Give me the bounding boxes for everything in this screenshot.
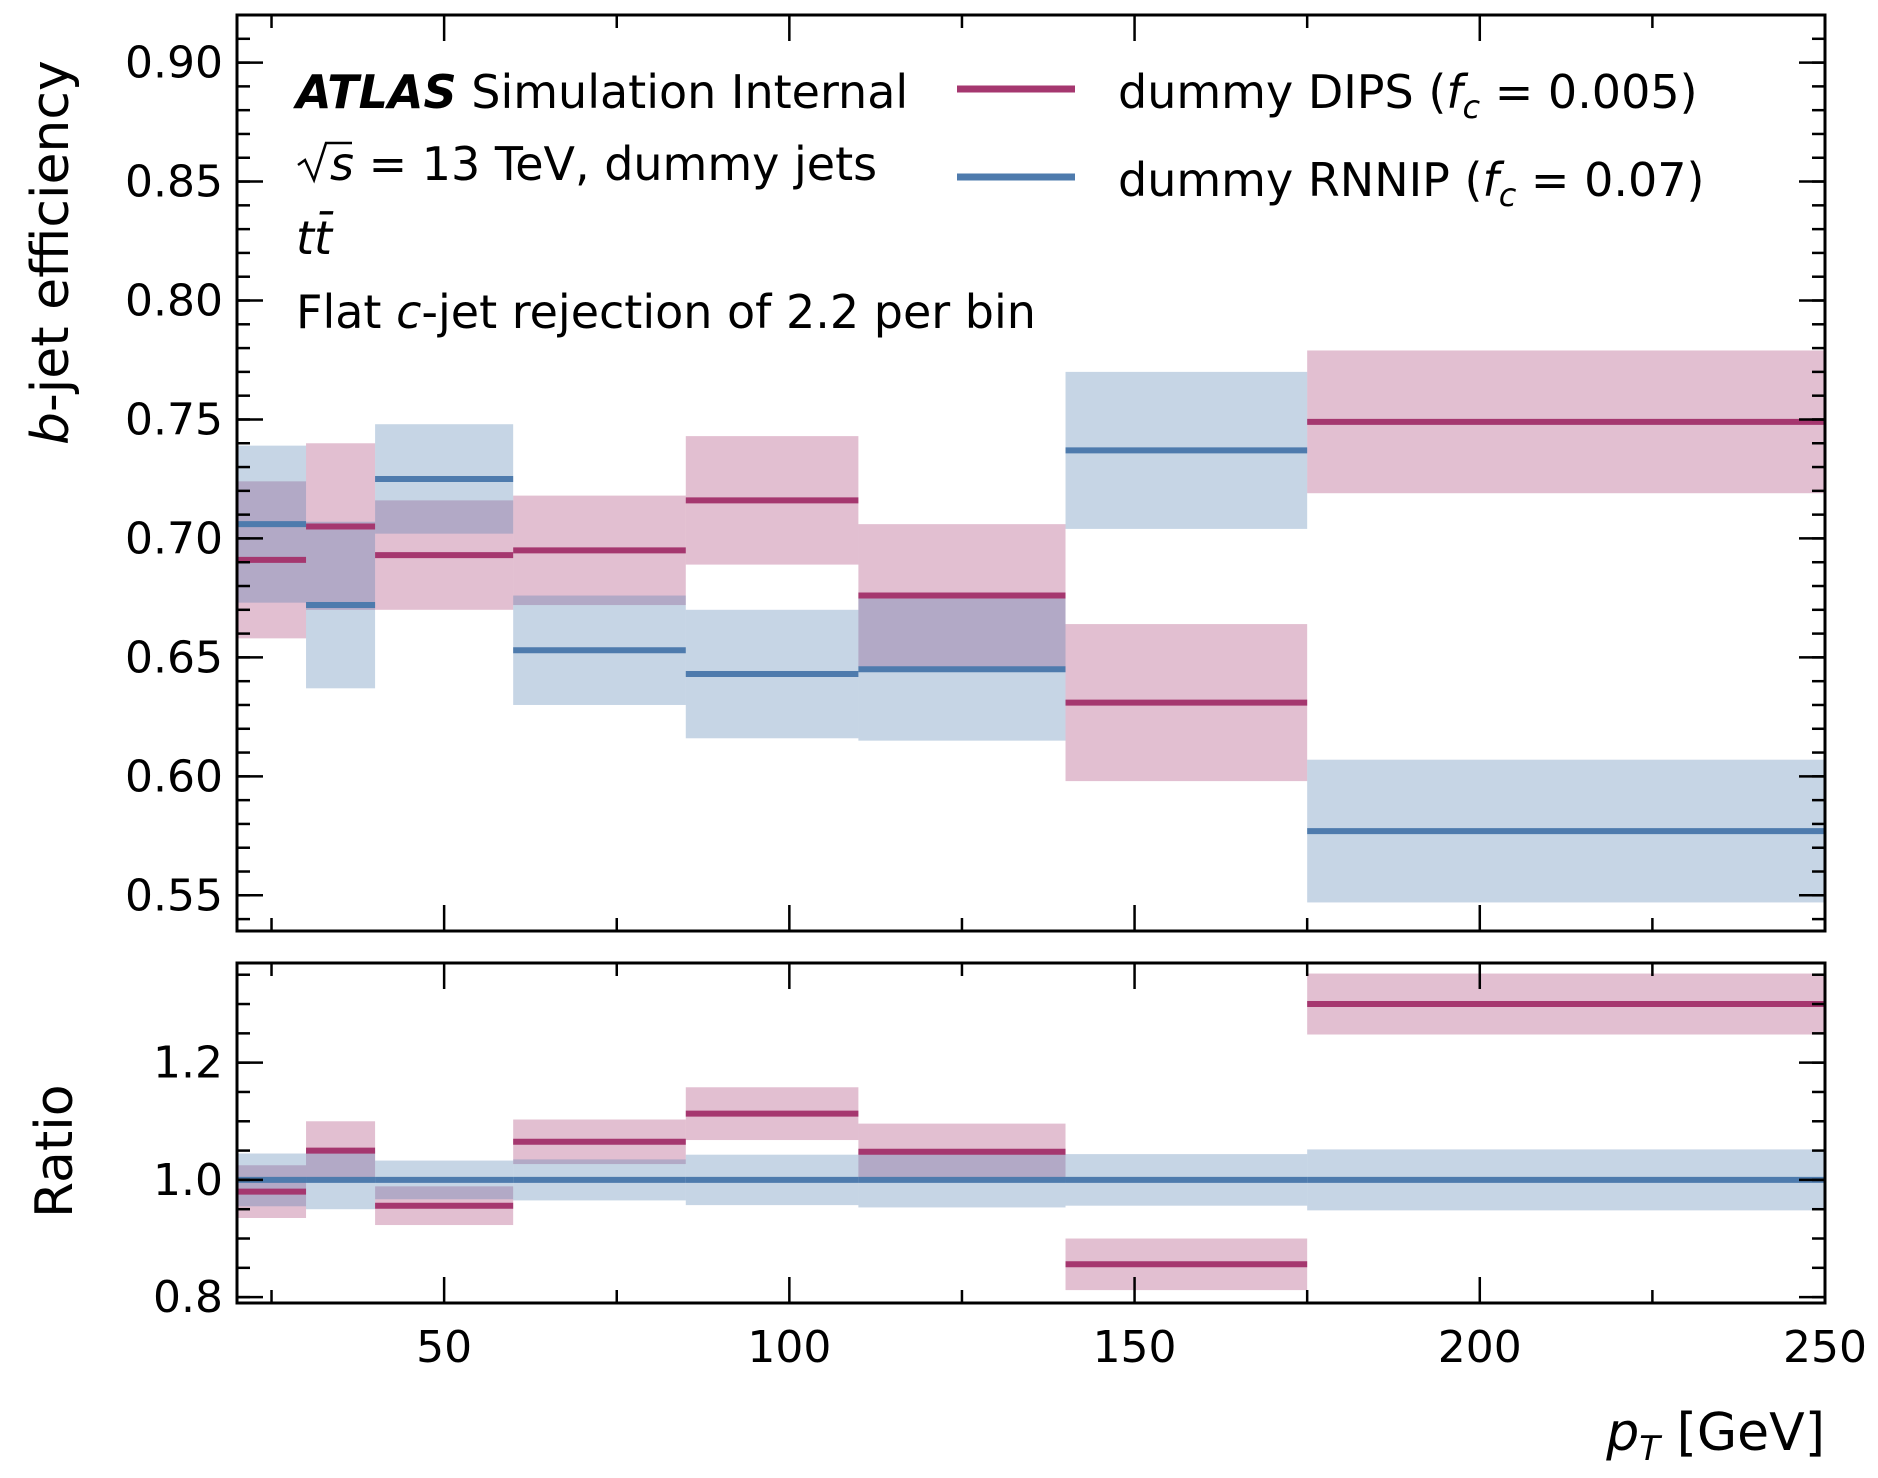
- top-y-tick-label: 0.90: [125, 38, 223, 89]
- legend-label-dips-eq: =: [1480, 65, 1548, 119]
- x-tick-label: 50: [416, 1322, 472, 1373]
- x-tick-label: 250: [1783, 1322, 1867, 1373]
- legend-label-rnnip-value: 0.07: [1584, 153, 1686, 207]
- ratio-y-tick-label: 1.0: [153, 1155, 223, 1206]
- legend-label-rnnip-sub: c: [1499, 176, 1517, 214]
- top-panel-frame: [235, 13, 1827, 933]
- top-uncertainty-bands: [237, 350, 1825, 903]
- energy-label: s = 13 TeV, dummy jets: [297, 137, 877, 191]
- sqrt-sign: [297, 141, 352, 184]
- legend-label-dips-name: dummy DIPS: [1118, 65, 1414, 119]
- ratio-panel-frame: [235, 961, 1827, 1305]
- ratio-series-lines: [237, 1001, 1825, 1268]
- ratio-uncertainty-bands: [237, 973, 1825, 1291]
- top-y-tick-label: 0.70: [125, 513, 223, 564]
- legend-label-rnnip-name: dummy RNNIP: [1118, 153, 1450, 207]
- rejection-label-pre: Flat: [296, 285, 396, 339]
- legend-label-dips-open: (: [1414, 65, 1447, 119]
- energy-label-text: s = 13 TeV, dummy jets: [330, 137, 877, 191]
- ratio-y-tick-label: 0.8: [153, 1272, 223, 1323]
- rejection-label-var: c: [396, 285, 421, 339]
- ratio-y-tick-labels: 0.8 1.0 1.2: [153, 1038, 223, 1323]
- x-axis-title-sub: T: [1639, 1429, 1662, 1469]
- legend-label-dips-sub: c: [1463, 88, 1481, 126]
- top-y-tick-label: 0.85: [125, 157, 223, 208]
- top-y-tick-label: 0.55: [125, 870, 223, 921]
- legend-label-dips: dummy DIPS (fc = 0.005): [1118, 65, 1698, 126]
- legend-label-dips-close: ): [1680, 65, 1698, 119]
- x-tick-label: 100: [747, 1322, 831, 1373]
- top-y-axis-title: b-jet efficiency: [21, 60, 81, 445]
- legend-label-rnnip-close: ): [1687, 153, 1705, 207]
- rejection-label-post: -jet rejection of 2.2 per bin: [421, 285, 1036, 339]
- top-y-tick-label: 0.65: [125, 632, 223, 683]
- top-y-tick-label: 0.80: [125, 276, 223, 327]
- ratio-axis-ticks: [237, 963, 1827, 1303]
- legend-label-dips-value: 0.005: [1548, 65, 1680, 119]
- ratio-y-tick-label: 1.2: [153, 1038, 223, 1089]
- legend: dummy DIPS (fc = 0.005) dummy RNNIP (fc …: [957, 65, 1704, 214]
- legend-label-rnnip-open: (: [1450, 153, 1483, 207]
- rejection-label: Flat c-jet rejection of 2.2 per bin: [296, 285, 1036, 339]
- legend-label-rnnip-eq: =: [1516, 153, 1584, 207]
- x-axis-title-var: p: [1605, 1403, 1639, 1463]
- top-y-axis-title-rest: -jet efficiency: [21, 60, 81, 412]
- sqrt-s-var: s: [330, 137, 354, 191]
- x-axis-title-unit-space: [1660, 1403, 1677, 1463]
- energy-label-rest: = 13 TeV, dummy jets: [354, 137, 877, 191]
- atlas-label-bold: ATLAS: [293, 65, 457, 119]
- top-y-axis-title-var: b: [21, 412, 81, 445]
- top-axis-ticks: [237, 15, 1827, 931]
- x-axis-title-unit: [GeV]: [1677, 1403, 1825, 1463]
- atlas-label-rest: Simulation Internal: [457, 65, 909, 119]
- top-series-lines: [237, 418, 1825, 835]
- top-y-tick-label: 0.60: [125, 751, 223, 802]
- x-tick-label: 150: [1093, 1322, 1177, 1373]
- sample-label: tt̄: [296, 211, 334, 265]
- ratio-y-axis-title: Ratio: [25, 1084, 85, 1218]
- x-axis-title: pT [GeV]: [1605, 1403, 1825, 1469]
- x-tick-labels: 50 100 150 200 250: [416, 1322, 1867, 1373]
- top-y-tick-labels: 0.55 0.60 0.65 0.70 0.75 0.80 0.85 0.90: [125, 38, 223, 922]
- x-tick-label: 200: [1438, 1322, 1522, 1373]
- legend-label-rnnip: dummy RNNIP (fc = 0.07): [1118, 153, 1704, 214]
- atlas-label: ATLAS Simulation Internal: [293, 65, 908, 119]
- top-y-tick-label: 0.75: [125, 394, 223, 445]
